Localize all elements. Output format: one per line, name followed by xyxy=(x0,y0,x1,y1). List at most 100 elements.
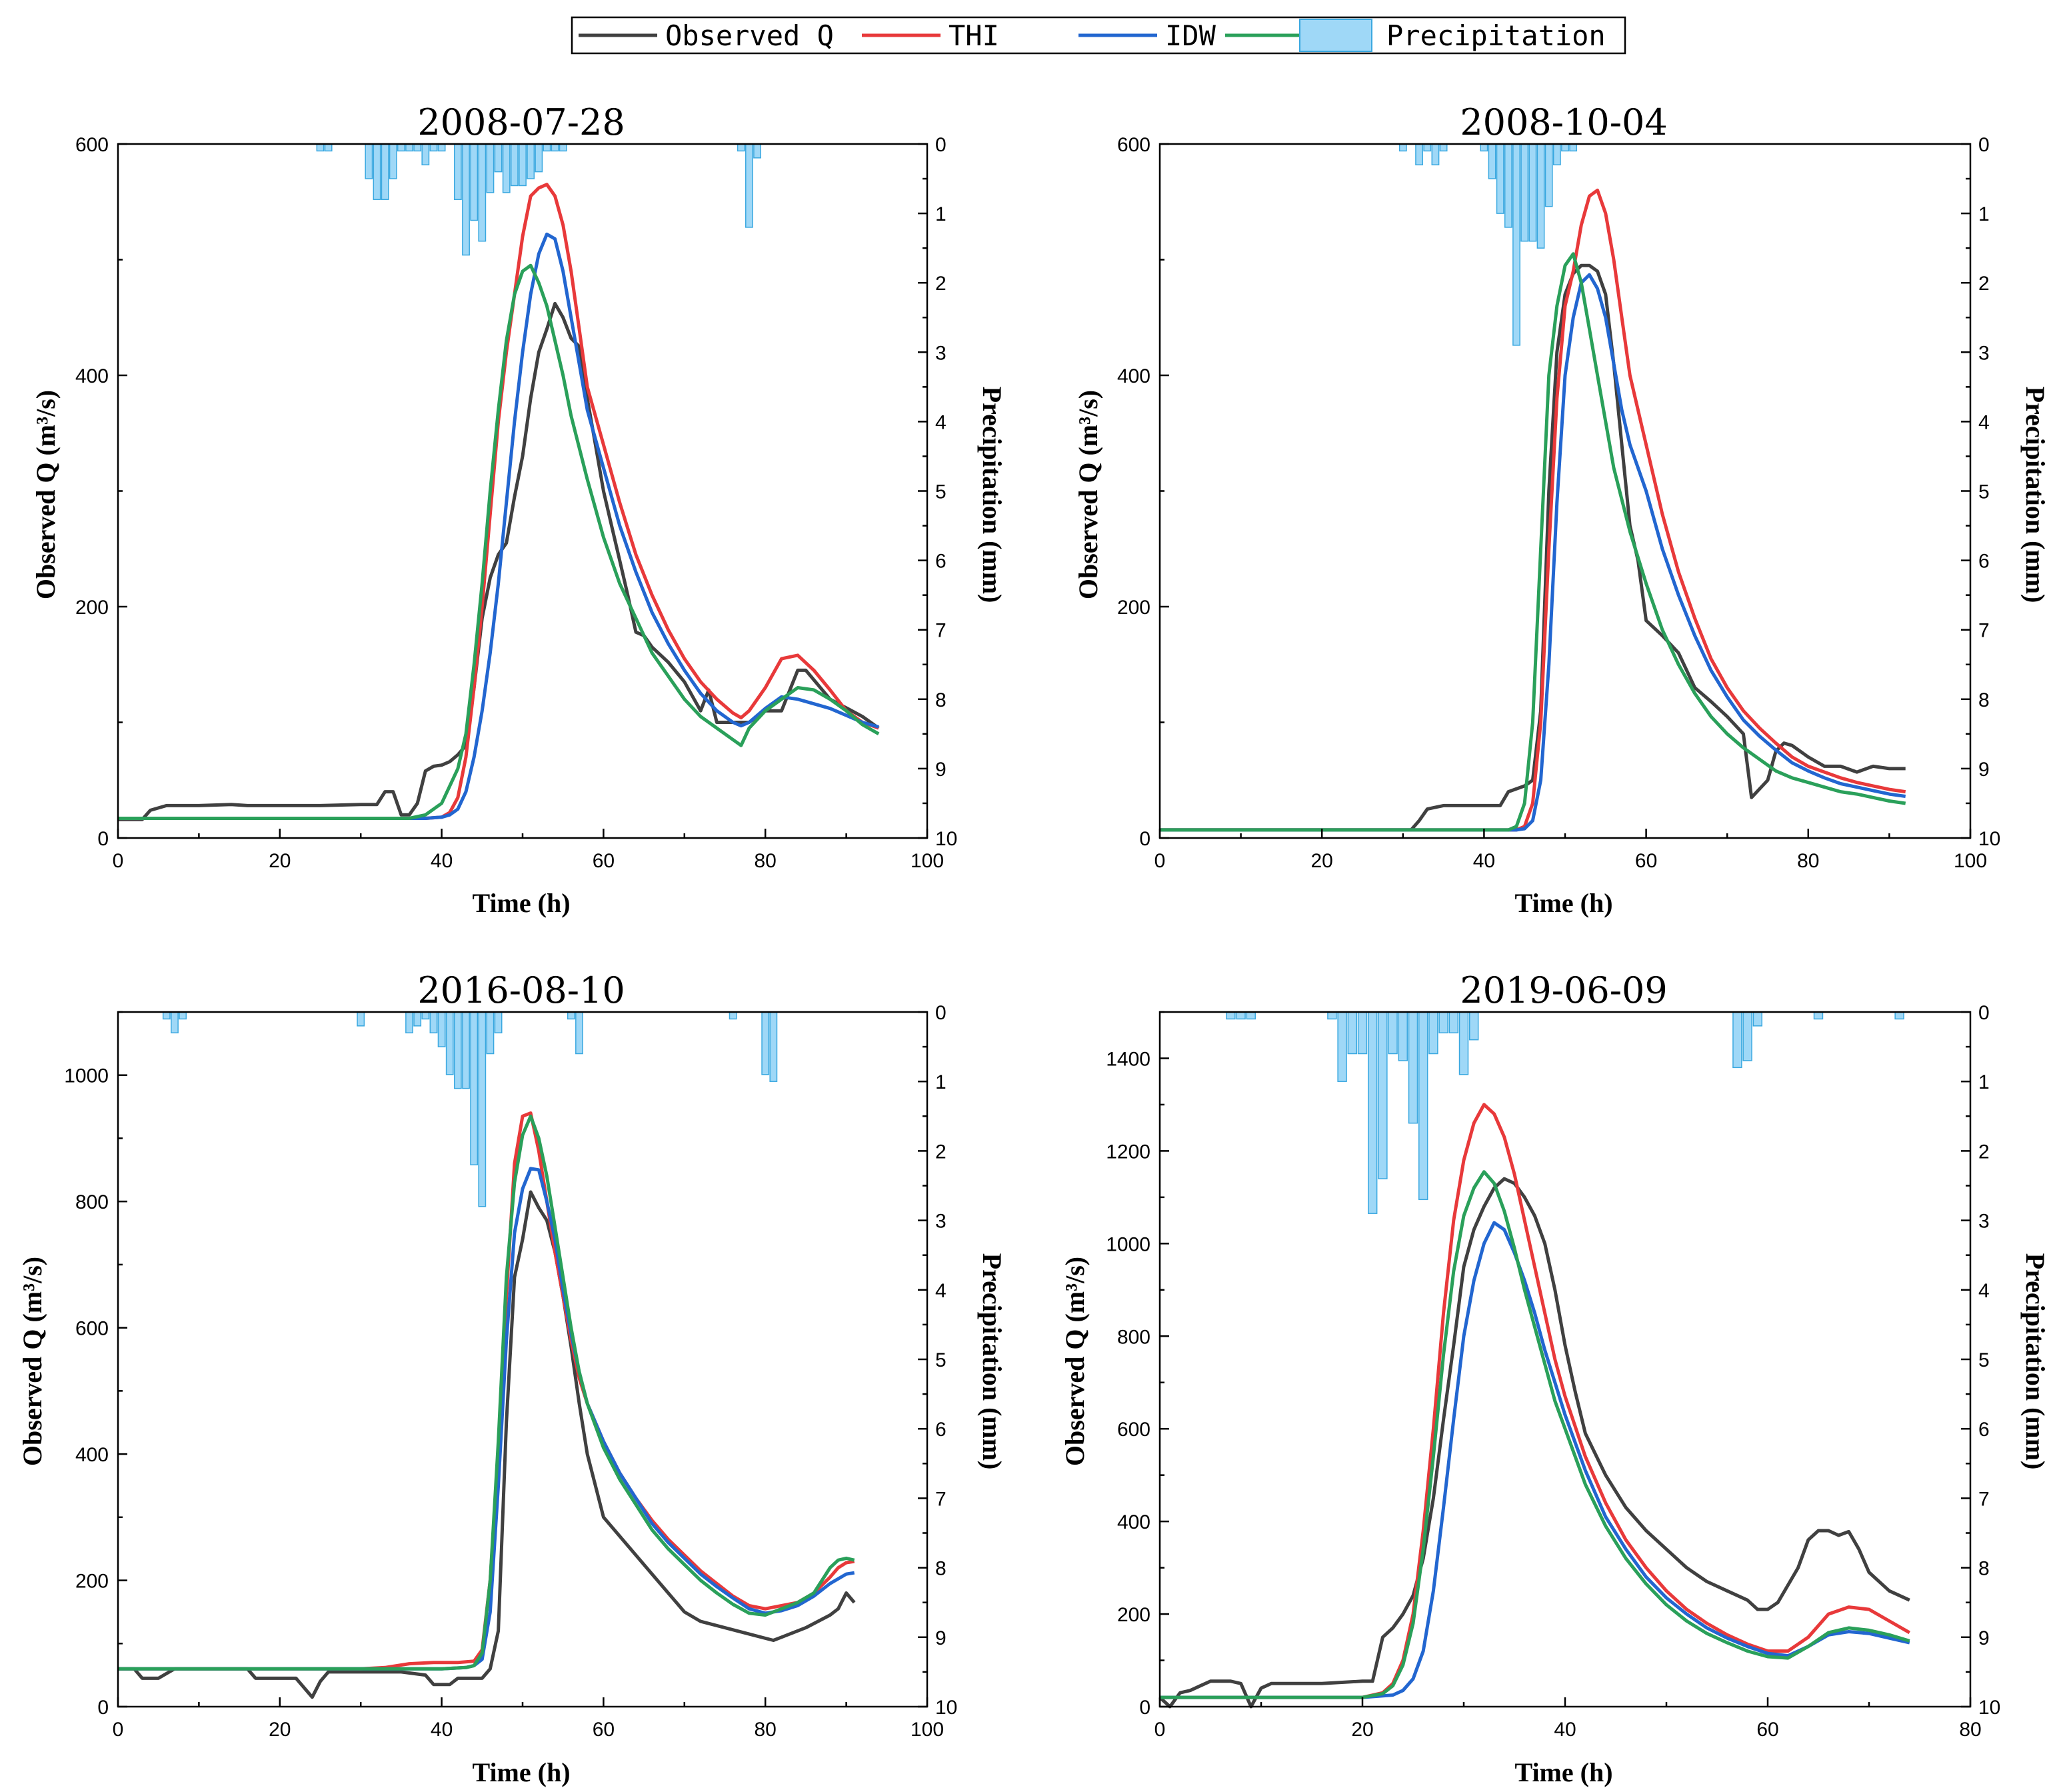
precipitation-bar xyxy=(486,143,495,193)
legend: Observed QTHIIDWTSIPrecipitation xyxy=(571,16,1626,55)
y2-tick-label: 6 xyxy=(935,551,947,573)
y2-tick-label: 9 xyxy=(935,759,947,781)
precipitation-bar xyxy=(389,143,397,179)
precipitation-bar xyxy=(316,143,325,152)
precipitation-bar xyxy=(567,1011,575,1020)
legend-bar-swatch xyxy=(1299,19,1372,52)
series-line-thi xyxy=(1160,188,1906,832)
precipitation-bar xyxy=(1813,1011,1824,1020)
y2-tick-label: 7 xyxy=(935,620,947,642)
precipitation-bar xyxy=(1752,1011,1763,1027)
y2-tick-label: 2 xyxy=(935,1141,947,1163)
y-tick-label: 1400 xyxy=(1106,1048,1150,1070)
y-tick-label: 400 xyxy=(1117,365,1150,387)
precipitation-bar xyxy=(1246,1011,1256,1020)
y-tick-label: 200 xyxy=(75,1571,109,1593)
x-axis-label: Time (h) xyxy=(472,888,570,918)
y2-tick-label: 5 xyxy=(1978,1349,1990,1371)
precipitation-bar xyxy=(494,143,503,173)
y2-tick-label: 6 xyxy=(935,1419,947,1441)
y2-axis-label: Precipitation (mm) xyxy=(2020,387,2050,603)
x-tick-label: 80 xyxy=(755,850,777,872)
precipitation-bar xyxy=(413,1011,422,1027)
x-tick-label: 60 xyxy=(593,850,615,872)
y2-tick-label: 7 xyxy=(1978,1488,1990,1510)
precipitation-bar xyxy=(745,143,753,228)
precipitation-bars xyxy=(1398,143,1578,346)
precipitation-bar xyxy=(1520,143,1529,242)
precipitation-bar xyxy=(1504,143,1512,228)
precipitation-bar xyxy=(373,143,381,201)
y2-tick-label: 1 xyxy=(935,203,947,225)
precipitation-bar xyxy=(1431,143,1440,165)
precipitation-bar xyxy=(437,143,446,152)
legend-label: THI xyxy=(949,19,999,52)
precipitation-bar xyxy=(527,143,535,179)
x-tick-label: 20 xyxy=(269,1719,291,1741)
y-tick-label: 400 xyxy=(75,1444,109,1466)
y-tick-label: 200 xyxy=(75,597,109,619)
y-tick-label: 1000 xyxy=(64,1065,109,1087)
precipitation-bar xyxy=(445,1011,454,1075)
precipitation-bar xyxy=(1398,143,1407,152)
chart-title: 2008-07-28 xyxy=(417,101,625,143)
precipitation-bar xyxy=(551,143,559,152)
x-tick-label: 0 xyxy=(1154,1719,1166,1741)
precipitation-bar xyxy=(1388,1011,1398,1055)
precipitation-bar xyxy=(543,143,551,152)
y2-tick-label: 10 xyxy=(1978,1697,2000,1719)
y2-tick-label: 0 xyxy=(935,1002,947,1024)
y-axis-label: Observed Q (m³/s) xyxy=(31,390,61,599)
precipitation-bar xyxy=(559,143,567,152)
precipitation-bars xyxy=(1226,1011,1904,1214)
precipitation-bar xyxy=(1226,1011,1236,1020)
y-tick-label: 600 xyxy=(75,134,109,156)
x-axis-label: Time (h) xyxy=(472,1757,570,1787)
precipitation-bar xyxy=(453,1011,462,1089)
precipitation-bar xyxy=(729,1011,737,1020)
precipitation-bar xyxy=(462,143,470,256)
y2-tick-label: 8 xyxy=(1978,1558,1990,1580)
y-tick-label: 1200 xyxy=(1106,1141,1150,1163)
x-tick-label: 100 xyxy=(911,1719,944,1741)
precipitation-bar xyxy=(365,143,373,179)
y2-tick-label: 10 xyxy=(1978,828,2000,850)
y2-tick-label: 8 xyxy=(1978,689,1990,711)
y-tick-label: 200 xyxy=(1117,597,1150,619)
x-tick-label: 80 xyxy=(1797,850,1819,872)
precipitation-bar xyxy=(510,143,519,187)
precipitation-bar xyxy=(535,143,543,173)
precipitation-bar xyxy=(405,143,413,152)
x-tick-label: 40 xyxy=(431,850,453,872)
y2-tick-label: 5 xyxy=(935,481,947,503)
y2-tick-label: 7 xyxy=(935,1488,947,1510)
y2-tick-label: 2 xyxy=(935,273,947,295)
precipitation-bar xyxy=(381,143,389,201)
series-line-observed-q xyxy=(1160,263,1906,832)
precipitation-bar xyxy=(429,143,438,152)
x-tick-label: 20 xyxy=(269,850,291,872)
y2-tick-label: 0 xyxy=(1978,134,1990,156)
chart-title: 2008-10-04 xyxy=(1460,101,1667,143)
plot-frame xyxy=(1158,1011,1972,1708)
series-line-idw xyxy=(1160,273,1906,832)
y2-tick-label: 9 xyxy=(1978,1627,1990,1649)
y2-tick-label: 4 xyxy=(1978,411,1990,433)
x-tick-label: 100 xyxy=(911,850,944,872)
y2-tick-label: 2 xyxy=(1978,1141,1990,1163)
precipitation-bars xyxy=(162,1011,778,1207)
x-tick-label: 60 xyxy=(1635,850,1657,872)
precipitation-bar xyxy=(1438,1011,1448,1034)
y-tick-label: 600 xyxy=(1117,1419,1150,1441)
precipitation-bar xyxy=(478,143,487,242)
precipitation-bar xyxy=(502,143,511,193)
chart-panel-2016-08-10: 2016-08-10 Time (h) Observed Q (m³/s) Pr… xyxy=(17,969,1007,1787)
series-line-tsi xyxy=(118,263,880,820)
y2-tick-label: 10 xyxy=(935,1697,957,1719)
chart-panel-2008-07-28: 2008-07-28 Time (h) Observed Q (m³/s) Pr… xyxy=(31,101,1007,918)
series-line-thi xyxy=(118,183,880,820)
x-axis-label: Time (h) xyxy=(1514,1757,1612,1787)
precipitation-bar xyxy=(486,1011,495,1055)
precipitation-bar xyxy=(1569,143,1578,152)
